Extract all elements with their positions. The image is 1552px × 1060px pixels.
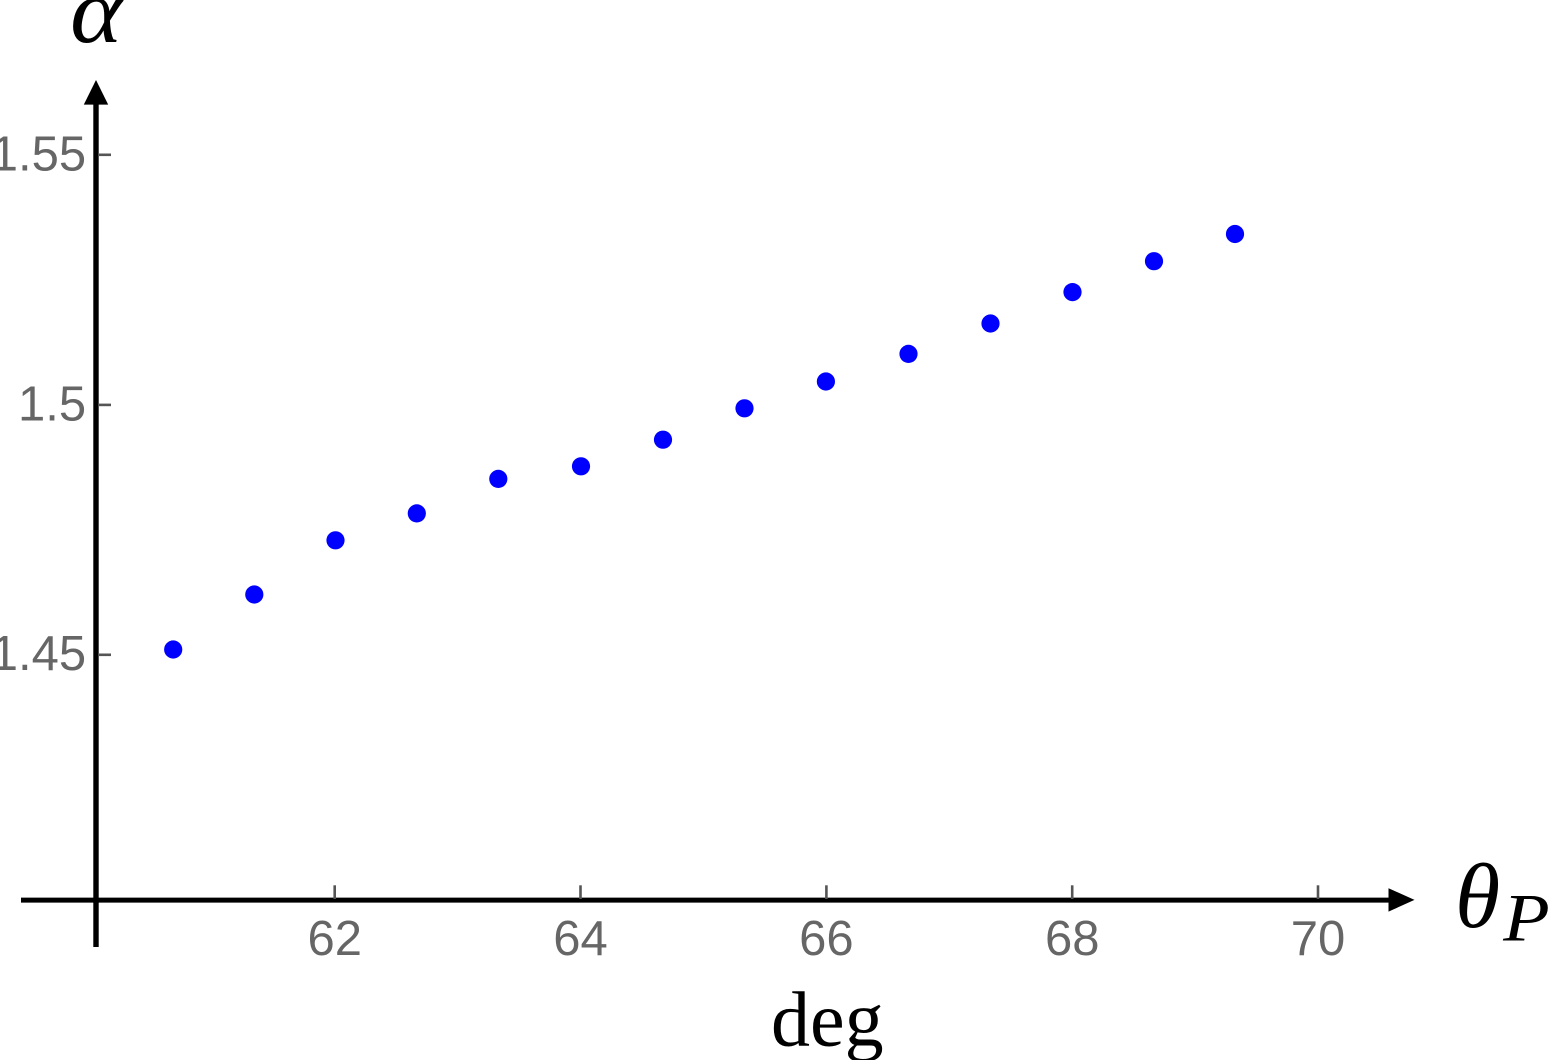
svg-text:P: P xyxy=(1502,880,1550,956)
svg-text:α: α xyxy=(70,0,124,63)
svg-text:1.5: 1.5 xyxy=(18,377,86,431)
svg-text:deg: deg xyxy=(771,975,884,1060)
svg-text:62: 62 xyxy=(307,912,362,966)
svg-text:68: 68 xyxy=(1045,912,1100,966)
svg-text:θ: θ xyxy=(1455,845,1500,947)
svg-text:1.55: 1.55 xyxy=(0,127,86,181)
svg-text:64: 64 xyxy=(553,912,608,966)
svg-text:66: 66 xyxy=(799,912,854,966)
svg-text:70: 70 xyxy=(1291,912,1346,966)
svg-text:1.45: 1.45 xyxy=(0,627,86,681)
